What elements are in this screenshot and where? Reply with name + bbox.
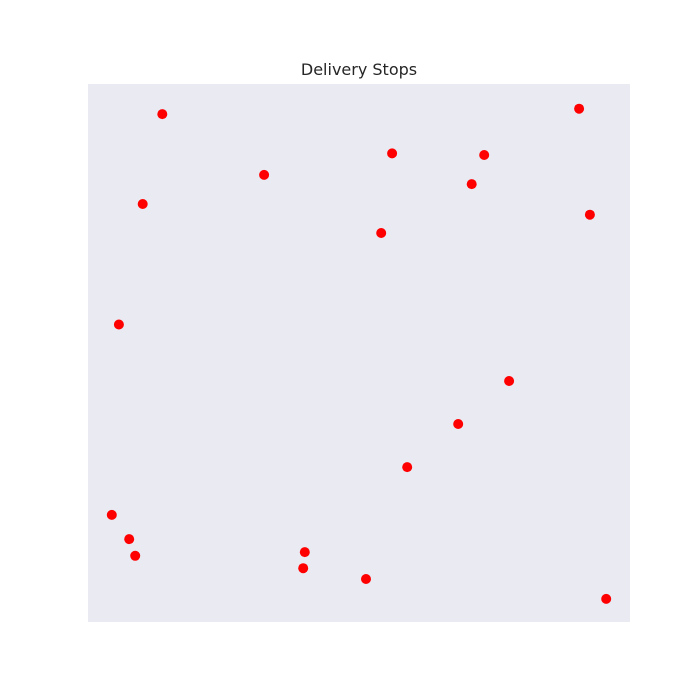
data-point-8	[584, 209, 595, 220]
data-points	[106, 103, 612, 604]
chart-title: Delivery Stops	[300, 60, 418, 79]
data-point-16	[130, 550, 141, 561]
data-point-11	[504, 376, 515, 386]
data-point-3	[259, 169, 270, 180]
data-point-19	[361, 574, 371, 584]
data-point-12	[453, 419, 464, 429]
data-point-4	[387, 148, 398, 159]
data-point-6	[466, 179, 477, 190]
data-point-9	[376, 228, 387, 238]
data-point-15	[124, 534, 135, 545]
data-point-2	[574, 103, 585, 114]
data-point-20	[601, 593, 612, 604]
data-point-14	[106, 509, 117, 520]
data-point-7	[137, 199, 148, 209]
data-point-13	[402, 462, 413, 473]
data-point-18	[298, 563, 309, 574]
data-point-10	[113, 319, 124, 330]
data-point-17	[299, 547, 310, 558]
plot-area	[88, 84, 630, 622]
data-point-5	[479, 150, 490, 160]
data-point-1	[157, 109, 168, 120]
